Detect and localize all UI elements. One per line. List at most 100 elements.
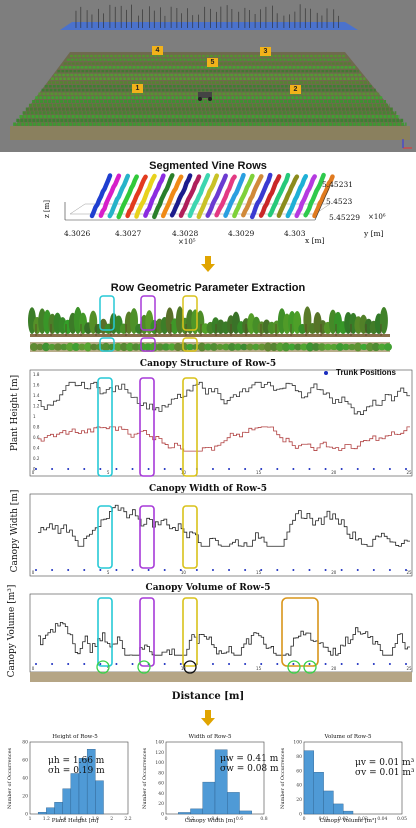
canopy-top: [348, 343, 356, 351]
width-trunk-point: [179, 569, 182, 571]
volume-trunk-point: [388, 663, 391, 665]
segmented-row: [89, 173, 113, 219]
canopy-top: [180, 342, 188, 352]
structure-trunk-point: [35, 468, 37, 470]
x-tick-3: 4.3028: [172, 229, 199, 238]
hist-volume-ylabel: Number of Occurrences: [280, 747, 286, 809]
hist-width-ylabel: Number of Occurrences: [142, 747, 148, 809]
structure-y-tick: 1.6: [33, 383, 40, 388]
histogram-y-tick: 60: [296, 768, 302, 774]
canopy-top: [66, 342, 74, 352]
volume-trunk-point: [179, 663, 182, 665]
structure-y-tick: 1.8: [33, 372, 40, 377]
segmented-row: [258, 174, 282, 218]
row-side-views: [28, 295, 392, 352]
segmented-row: [160, 174, 184, 219]
structure-trunk-point: [388, 468, 391, 470]
histogram-bar: [303, 750, 315, 815]
segmented-row: [303, 172, 326, 218]
histogram-x-tick: 0.04: [377, 816, 387, 822]
segmented-row: [98, 173, 122, 218]
segmented-title: Segmented Vine Rows: [149, 160, 267, 172]
volume-trunk-point: [405, 663, 407, 665]
volume-trunk-point: [67, 663, 70, 665]
canopy-top: [150, 342, 158, 352]
width-trunk-point: [83, 569, 86, 571]
histogram-x-tick: 2: [110, 816, 113, 822]
canopy-top: [48, 343, 56, 351]
histogram-y-tick: 40: [22, 776, 28, 782]
histogram-bar: [46, 807, 55, 815]
canopy-top: [360, 343, 368, 351]
canopy-top: [198, 342, 206, 352]
histogram-2: 0 0.01 0.02 0.03 0.04 0.05 0 20 40 60 80 100: [293, 740, 407, 823]
structure-trunk-point: [131, 468, 134, 470]
structure-y-tick: 1.4: [33, 393, 40, 398]
trunk-legend-dot: [324, 370, 328, 375]
volume-ground: [30, 672, 412, 682]
y-tick-3: 5.45229: [329, 213, 361, 222]
y-tick-2: 5.4523: [326, 197, 353, 206]
canopy-top: [336, 343, 344, 351]
canopy-top: [36, 343, 44, 351]
segmented-rows-plot: [64, 172, 335, 221]
hist-volume-mu: μv = 0.01 m³: [355, 758, 415, 768]
width-ylabel: Canopy Width [m]: [10, 489, 20, 573]
canopy-top: [114, 343, 122, 351]
hist-width-title: Width of Row-5: [188, 734, 232, 740]
histogram-bar: [323, 790, 334, 815]
hist-height-ylabel: Number of Occurrences: [7, 747, 13, 809]
histogram-y-tick: 100: [293, 740, 302, 746]
histogram-bar: [343, 810, 354, 815]
volume-trunk-point: [51, 663, 54, 665]
segmented-row: [107, 173, 131, 219]
structure-y-tick: 0.4: [33, 446, 40, 451]
z-axis-label: z [m]: [43, 199, 52, 219]
canopy-top: [318, 343, 326, 351]
structure-trunk-point: [292, 468, 295, 470]
field-marker-4: 4: [152, 46, 163, 55]
histogram-bar: [333, 803, 344, 815]
canopy-top: [276, 342, 284, 352]
histogram-y-tick: 140: [155, 740, 164, 746]
canopy-top: [204, 343, 212, 351]
width-trunk-point: [163, 569, 166, 571]
structure-x-tick: 25: [406, 470, 412, 475]
histogram-x-tick: 0.02: [338, 816, 348, 822]
width-trunk-point: [388, 569, 391, 571]
canopy-top: [366, 342, 374, 352]
structure-trunk-point: [356, 468, 359, 470]
canopy-top: [102, 342, 110, 352]
trunk-legend: Trunk Positions: [324, 368, 396, 377]
histogram-y-tick: 60: [158, 781, 164, 787]
segmented-row: [276, 174, 300, 218]
volume-trunk-point: [356, 663, 359, 665]
histogram-x-tick: 0.01: [319, 816, 329, 822]
width-trunk-point: [35, 569, 37, 571]
x-tick-1: 4.3026: [64, 229, 91, 238]
x-tick-4: 4.3029: [228, 229, 255, 238]
histogram-y-tick: 120: [155, 750, 164, 756]
structure-x-tick: 15: [256, 470, 262, 475]
hist-volume-title: Volume of Row-5: [324, 734, 372, 740]
canopy-top: [138, 342, 146, 352]
canopy-top: [192, 343, 200, 351]
segmented-row: [294, 174, 317, 219]
volume-trunk-point: [244, 663, 247, 665]
structure-trunk-point: [147, 468, 150, 470]
structure-x-tick: 20: [331, 470, 337, 475]
volume-x-tick: 20: [331, 666, 337, 671]
width-trunk-point: [131, 569, 134, 571]
volume-title: Canopy Volume of Row-5: [145, 583, 271, 593]
hist-height-xlabel: Plant Height [m]: [51, 818, 99, 824]
segmented-row: [249, 172, 273, 220]
width-x-tick: 15: [256, 570, 262, 575]
width-x-tick: 25: [406, 570, 412, 575]
y-tick-1: 5.45231: [322, 180, 354, 189]
segmented-row: [285, 173, 309, 219]
canopy-top: [264, 342, 272, 352]
canopy-top: [234, 343, 242, 351]
volume-trunk-point: [340, 663, 343, 665]
highlight-box: [182, 337, 198, 352]
canopy-top: [354, 342, 362, 352]
